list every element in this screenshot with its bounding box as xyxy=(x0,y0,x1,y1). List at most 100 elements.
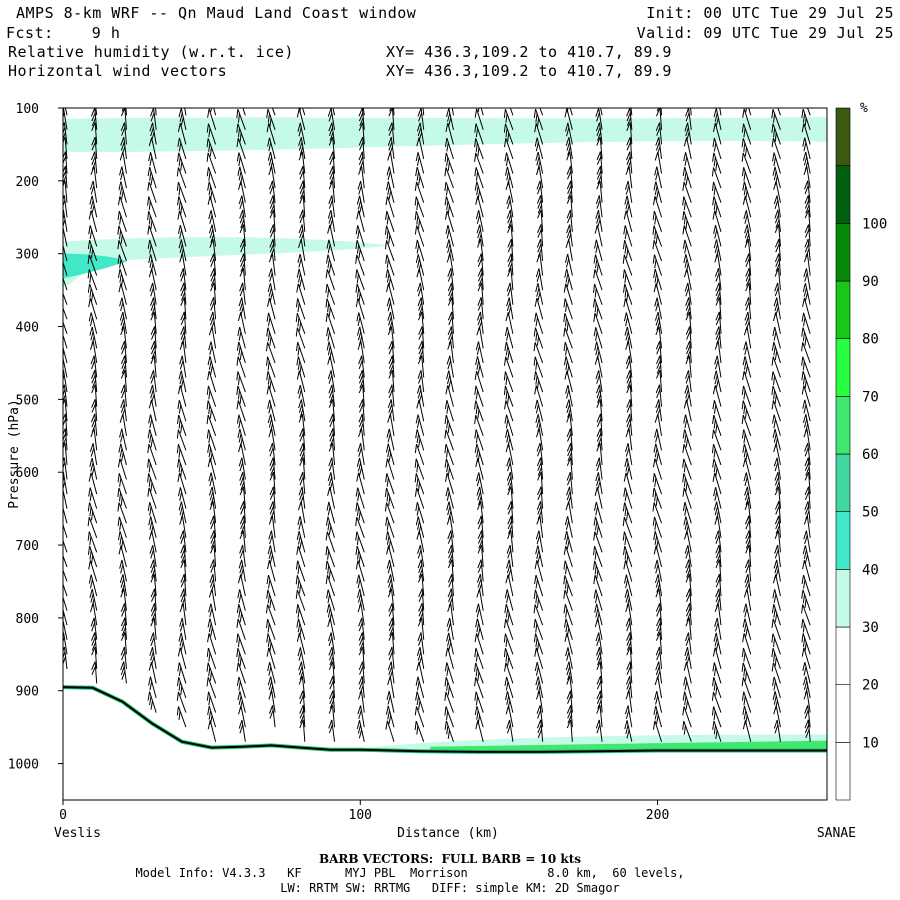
barb-flag xyxy=(535,594,538,604)
barb-flag xyxy=(208,405,211,415)
barb-flag xyxy=(388,369,393,379)
barb-flag xyxy=(741,677,744,687)
wind-barb xyxy=(477,501,484,524)
barb-flag xyxy=(388,607,394,617)
barb-staff xyxy=(389,559,395,582)
barb-flag xyxy=(685,559,690,569)
barb-staff xyxy=(89,240,98,262)
barb-flag xyxy=(654,710,658,720)
wind-barb xyxy=(803,253,811,276)
wind-barb xyxy=(417,559,425,582)
wind-barb xyxy=(804,180,811,203)
barb-staff xyxy=(713,444,722,466)
barb-flag xyxy=(801,356,804,366)
barb-flag xyxy=(477,530,483,539)
barb-flag xyxy=(444,152,447,162)
wind-barb xyxy=(652,254,663,276)
barb-staff xyxy=(387,531,395,553)
barb-flag xyxy=(328,399,334,408)
barb-flag xyxy=(656,108,661,117)
barb-staff xyxy=(356,531,365,553)
barb-flag xyxy=(418,573,423,583)
wind-barb xyxy=(804,224,811,247)
wind-barb xyxy=(238,719,246,742)
barb-flag xyxy=(358,292,361,302)
barb-flag xyxy=(535,414,539,424)
barb-staff xyxy=(269,545,276,568)
barb-flag xyxy=(418,340,423,350)
barb-staff xyxy=(329,618,336,640)
wind-barb xyxy=(534,662,544,684)
barb-flag xyxy=(210,272,215,282)
barb-flag xyxy=(60,332,62,341)
barb-flag xyxy=(448,379,452,389)
barb-flag xyxy=(87,283,91,293)
wind-barb xyxy=(417,545,425,567)
barb-flag xyxy=(418,564,423,574)
barb-staff xyxy=(506,152,514,174)
barb-flag xyxy=(622,254,625,264)
barb-flag xyxy=(653,443,657,453)
barb-flag xyxy=(623,574,627,584)
barb-flag xyxy=(682,211,685,221)
barb-flag xyxy=(327,108,332,117)
wind-barb xyxy=(802,545,811,568)
barb-staff xyxy=(565,618,573,640)
barb-flag xyxy=(357,593,362,603)
barb-flag xyxy=(566,540,570,550)
wind-barb xyxy=(120,369,127,393)
barb-flag xyxy=(477,544,483,554)
barb-staff xyxy=(778,238,781,262)
barb-staff xyxy=(90,312,98,334)
barb-flag xyxy=(89,492,93,502)
barb-flag xyxy=(210,234,215,243)
barb-flag xyxy=(117,210,120,221)
barb-flag xyxy=(623,210,627,220)
barb-flag xyxy=(176,677,180,687)
barb-flag xyxy=(207,108,210,118)
barb-flag xyxy=(714,375,718,385)
barb-flag xyxy=(416,171,420,181)
barb-staff xyxy=(657,311,663,334)
wind-barb xyxy=(150,617,157,640)
barb-staff xyxy=(389,676,395,699)
wind-barb xyxy=(653,181,663,203)
barb-flag xyxy=(150,573,155,583)
barb-flag xyxy=(444,210,448,220)
barb-staff xyxy=(297,356,306,378)
barb-staff xyxy=(599,166,603,189)
barb-staff xyxy=(683,473,692,495)
barb-flag xyxy=(326,239,330,249)
barb-staff xyxy=(447,224,454,247)
barb-staff xyxy=(566,530,573,553)
wind-barb xyxy=(624,720,633,742)
barb-flag xyxy=(507,530,512,539)
barb-flag xyxy=(742,356,746,366)
wind-barb xyxy=(655,603,663,626)
barb-staff xyxy=(654,458,663,480)
wind-barb xyxy=(712,414,722,436)
barb-flag xyxy=(476,186,479,196)
barb-staff xyxy=(297,341,306,364)
barb-flag xyxy=(355,298,359,308)
barb-flag xyxy=(180,287,185,297)
wind-barb xyxy=(802,297,811,320)
wind-barb xyxy=(176,181,187,203)
wind-barb xyxy=(237,574,246,597)
barb-flag xyxy=(119,259,122,269)
barb-flag xyxy=(180,326,185,336)
barb-flag xyxy=(743,667,746,677)
barb-flag xyxy=(387,151,391,161)
barb-staff xyxy=(450,326,454,349)
wind-barb xyxy=(566,675,573,699)
barb-flag xyxy=(63,384,65,391)
barb-flag xyxy=(803,690,808,700)
barb-staff xyxy=(268,647,276,670)
barb-flag xyxy=(296,283,299,293)
wind-barb xyxy=(745,282,752,305)
barb-flag xyxy=(180,205,183,215)
barb-flag xyxy=(563,545,567,555)
barb-flag xyxy=(506,282,511,292)
wind-barb xyxy=(266,574,276,597)
